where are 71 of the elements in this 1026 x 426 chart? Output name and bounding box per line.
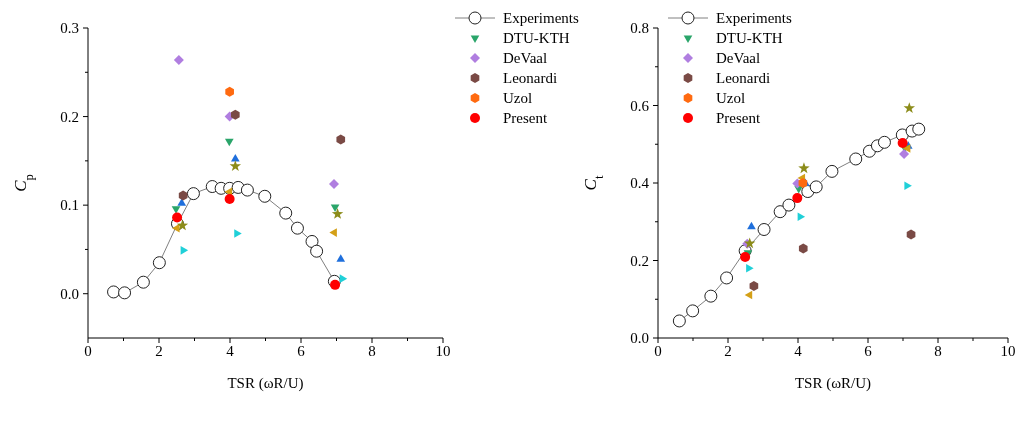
x-tick-label: 8: [934, 343, 942, 359]
point: [225, 86, 234, 97]
legend-label: Uzol: [716, 89, 746, 108]
y-tick-label: 0.2: [630, 252, 649, 269]
point: [176, 219, 189, 231]
point: [329, 228, 337, 237]
legend-label: Present: [503, 109, 548, 128]
point: [229, 160, 242, 172]
legend-label: Uzol: [503, 89, 533, 108]
x-tick-label: 4: [794, 343, 803, 359]
point: [903, 102, 916, 114]
y-tick-label: 0.2: [60, 108, 79, 125]
point: [336, 134, 346, 145]
legend-label: Present: [716, 109, 761, 128]
point: [746, 263, 754, 273]
x-tick-label: 4: [226, 343, 235, 359]
x-tick-label: 10: [1000, 343, 1016, 359]
x-tick-label: 8: [368, 343, 376, 359]
point: [172, 212, 183, 223]
y-tick-label: 0.3: [60, 20, 79, 36]
point: [171, 206, 181, 214]
y-tick-label: 0.8: [630, 20, 649, 36]
legend-label: Experiments: [503, 9, 579, 28]
x-tick-label: 10: [435, 343, 451, 359]
point: [224, 193, 235, 204]
point: [797, 212, 806, 222]
point: [798, 162, 810, 174]
point: [747, 221, 756, 230]
point: [899, 148, 910, 159]
point: [234, 229, 242, 238]
point: [331, 208, 344, 219]
x-tick-label: 2: [155, 343, 163, 359]
point: [180, 245, 189, 255]
legend-label: DeVaal: [716, 49, 761, 68]
point: [330, 204, 340, 212]
x-axis-title: TSR (ωR/U): [794, 375, 872, 392]
point: [336, 254, 346, 262]
y-tick-label: 0.6: [630, 97, 650, 114]
legend-label: Leonardi: [716, 69, 771, 88]
legend-label: Experiments: [716, 9, 792, 28]
point: [749, 281, 759, 292]
point: [904, 181, 912, 191]
legend-label: Leonardi: [503, 69, 558, 88]
legend-label: DeVaal: [503, 49, 548, 68]
point: [798, 243, 808, 254]
point: [792, 193, 803, 204]
x-tick-label: 2: [724, 343, 732, 359]
point: [230, 109, 240, 120]
x-axis-title: TSR (ωR/U): [227, 375, 304, 392]
point: [339, 274, 348, 283]
y-tick-label: 0.4: [630, 175, 650, 191]
point: [740, 252, 751, 263]
y-tick-label: 0.1: [60, 197, 79, 214]
legend-label: DTU-KTH: [716, 29, 783, 48]
point: [330, 279, 341, 290]
point: [906, 229, 916, 240]
point: [744, 290, 753, 300]
y-tick-label: 0.0: [60, 285, 79, 302]
point: [230, 154, 240, 162]
point: [178, 190, 188, 201]
x-tick-label: 6: [864, 343, 873, 359]
y-tick-label: 0.0: [630, 330, 649, 346]
point: [329, 178, 340, 189]
point: [177, 198, 187, 206]
point: [173, 54, 184, 65]
x-tick-label: 0: [84, 343, 92, 359]
x-tick-label: 0: [654, 343, 662, 359]
legend-label: DTU-KTH: [503, 29, 570, 48]
x-tick-label: 6: [297, 343, 306, 359]
point: [224, 138, 234, 147]
point: [897, 138, 908, 149]
